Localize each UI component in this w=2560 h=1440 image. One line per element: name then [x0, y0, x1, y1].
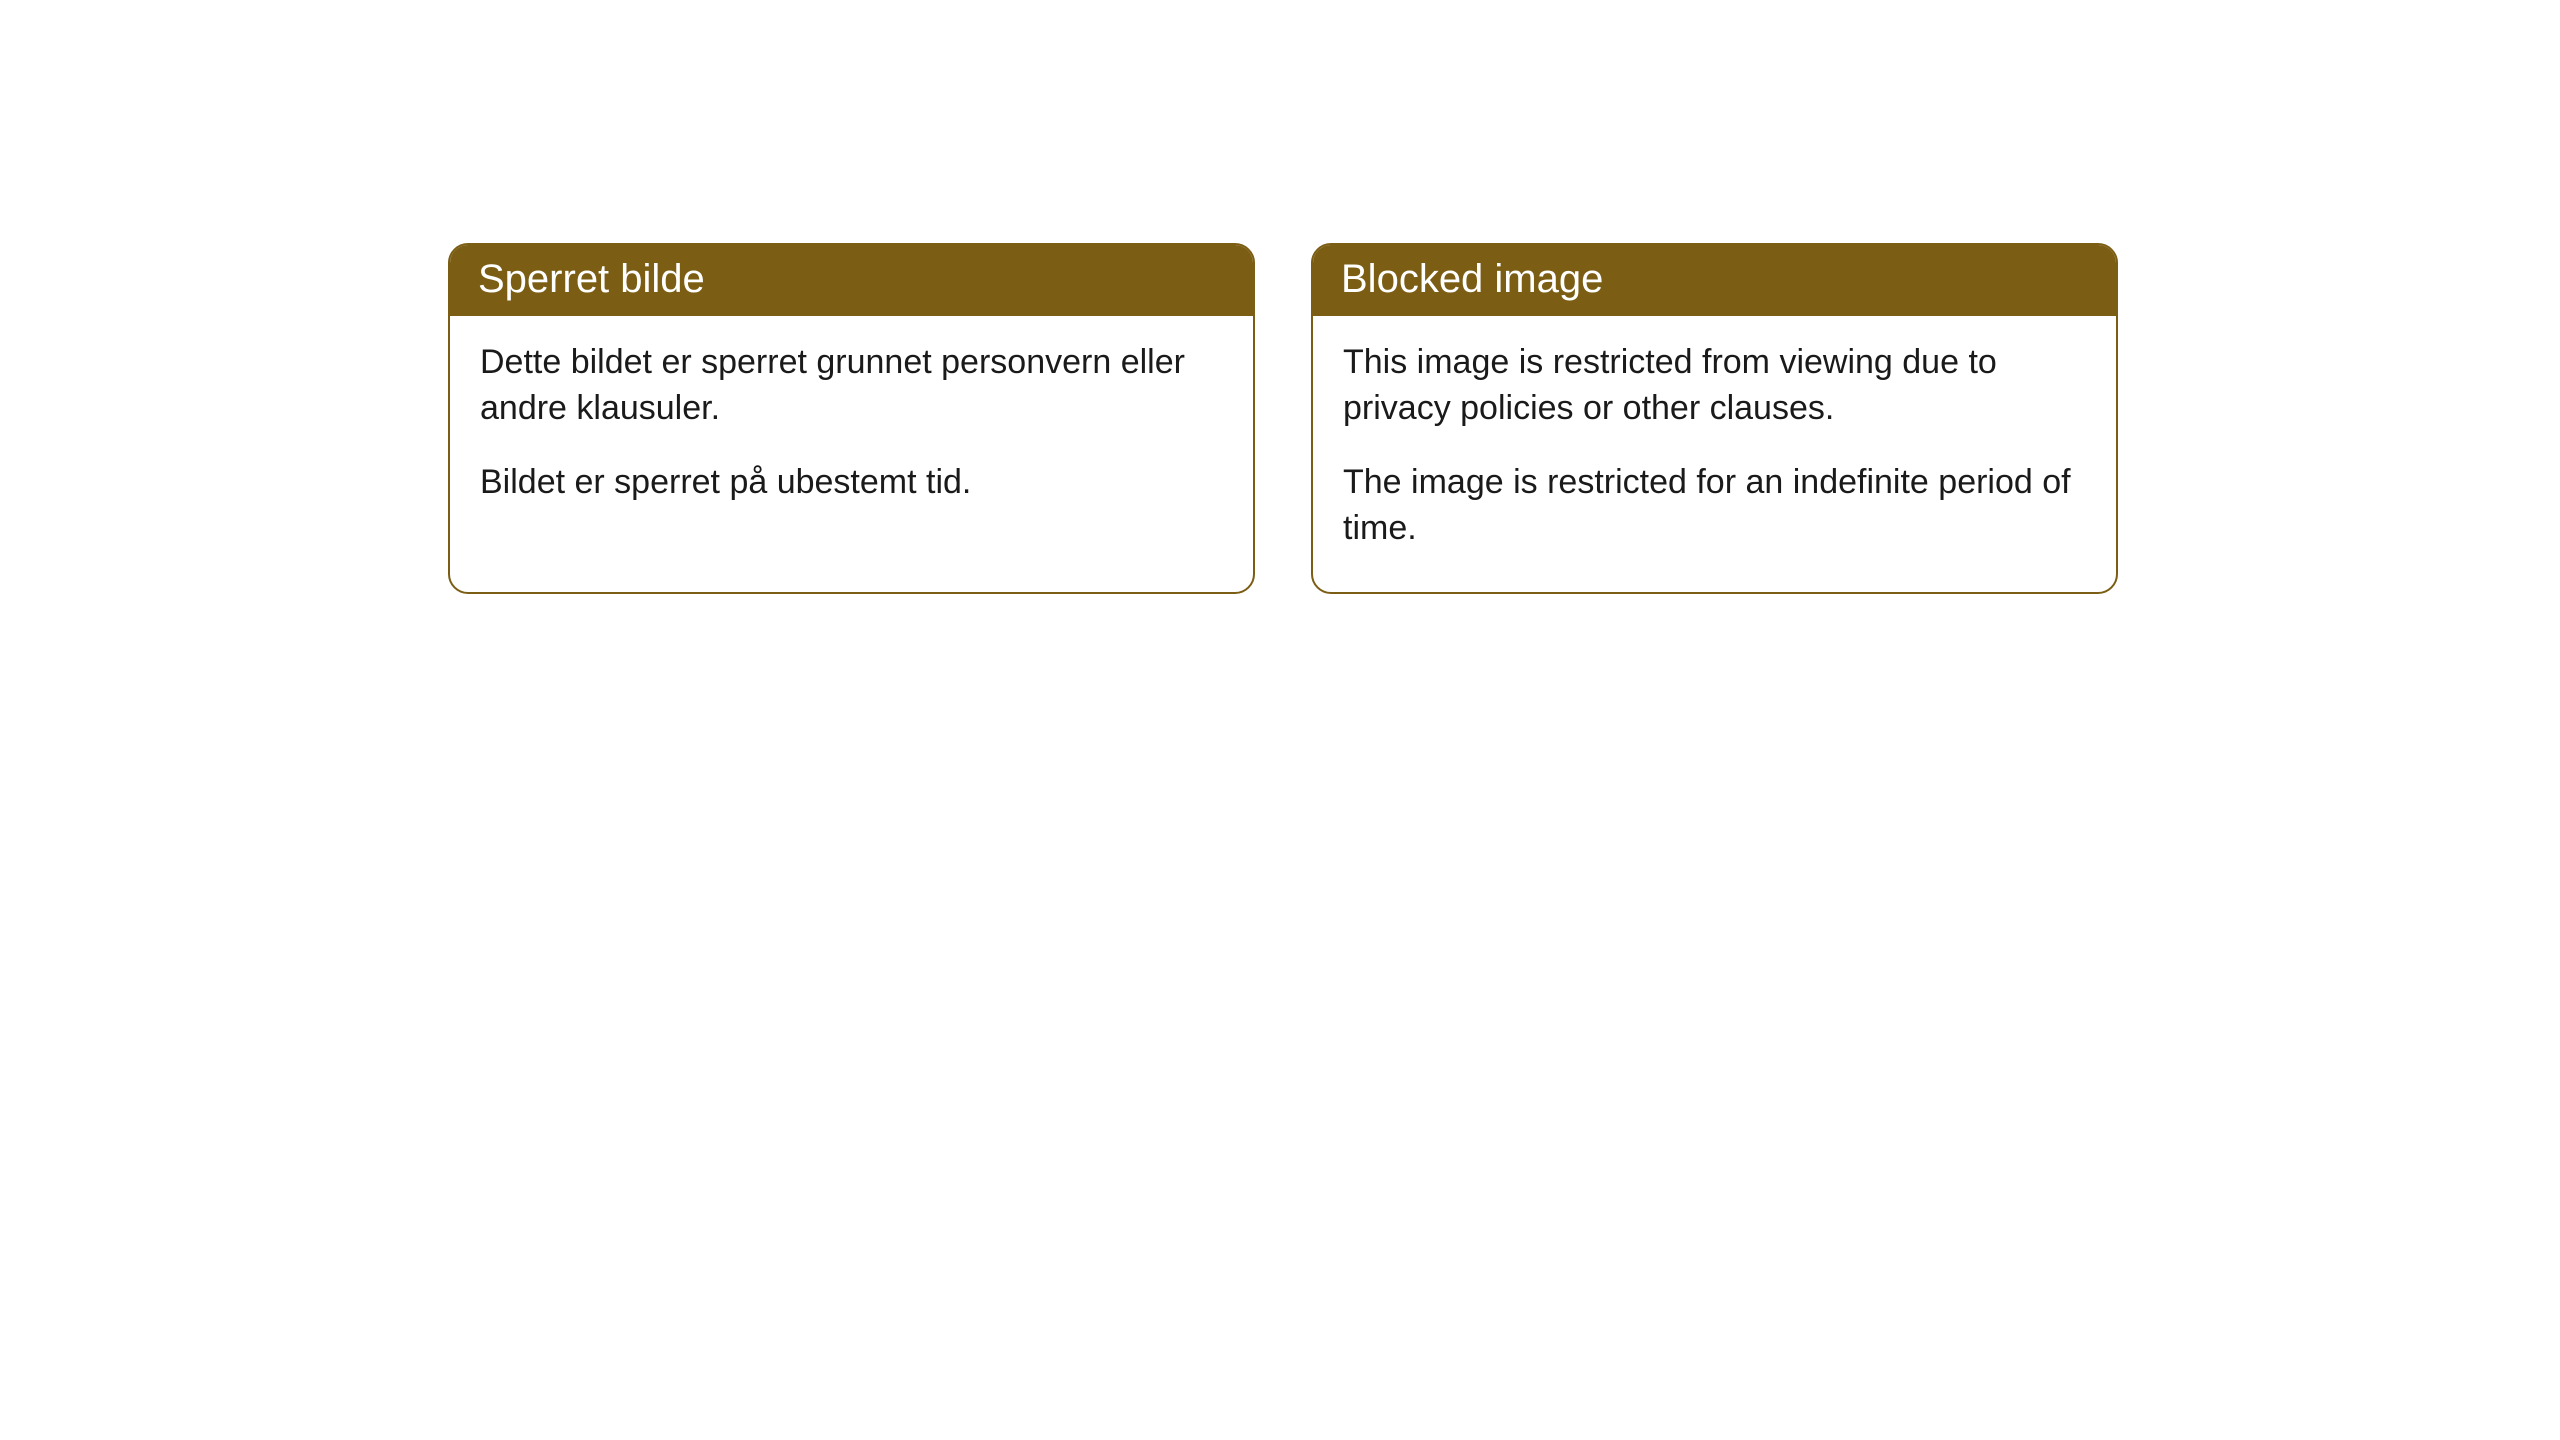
notice-container: Sperret bilde Dette bildet er sperret gr…	[448, 243, 2118, 594]
card-body-norwegian: Dette bildet er sperret grunnet personve…	[450, 316, 1253, 546]
card-title-norwegian: Sperret bilde	[478, 257, 705, 301]
card-paragraph-2-norwegian: Bildet er sperret på ubestemt tid.	[480, 460, 1223, 506]
card-paragraph-2-english: The image is restricted for an indefinit…	[1343, 460, 2086, 552]
card-header-english: Blocked image	[1313, 245, 2116, 316]
notice-card-norwegian: Sperret bilde Dette bildet er sperret gr…	[448, 243, 1255, 594]
card-title-english: Blocked image	[1341, 257, 1603, 301]
card-paragraph-1-norwegian: Dette bildet er sperret grunnet personve…	[480, 340, 1223, 432]
card-header-norwegian: Sperret bilde	[450, 245, 1253, 316]
card-body-english: This image is restricted from viewing du…	[1313, 316, 2116, 592]
notice-card-english: Blocked image This image is restricted f…	[1311, 243, 2118, 594]
card-paragraph-1-english: This image is restricted from viewing du…	[1343, 340, 2086, 432]
